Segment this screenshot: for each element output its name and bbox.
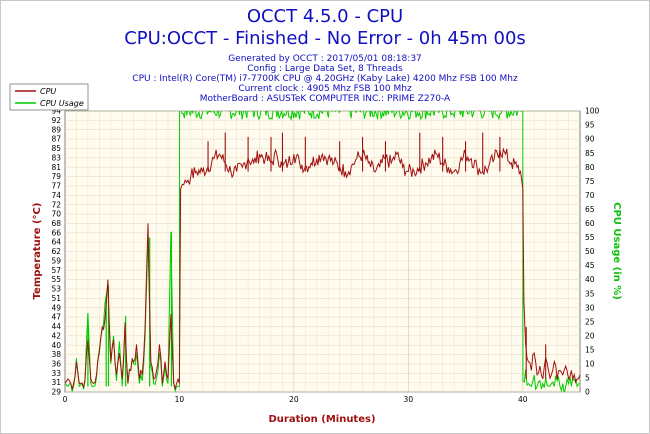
y2-tick-label: 65: [585, 205, 595, 214]
y2-tick-label: 55: [585, 233, 595, 242]
x-axis-label: Duration (Minutes): [268, 414, 375, 425]
y2-tick-label: 60: [585, 219, 595, 228]
series-cpu: [65, 132, 580, 391]
y-axis-label: Temperature (°C): [32, 203, 43, 300]
legend-label-cpu: CPU: [40, 87, 56, 96]
legend: CPU CPU Usage: [9, 83, 89, 111]
y-tick-label: 57: [51, 266, 61, 275]
y-tick-label: 66: [51, 228, 61, 237]
info-lines: Generated by OCCT : 2017/05/01 08:18:37 …: [132, 54, 518, 104]
y-tick-label: 38: [51, 350, 61, 359]
y-tick-label: 72: [51, 200, 61, 209]
y2-tick-label: 95: [585, 121, 595, 130]
y-tick-label: 55: [51, 275, 61, 284]
series-cpu-usage-line: [65, 111, 580, 392]
y-tick-label: 40: [51, 341, 61, 350]
x-axis-ticks: 0 10 20 30 40: [63, 395, 528, 404]
y2-tick-label: 40: [585, 275, 595, 284]
y2-tick-label: 15: [585, 345, 595, 354]
y-tick-label: 59: [51, 256, 61, 265]
y2-tick-label: 70: [585, 191, 595, 200]
grid: [65, 110, 580, 393]
chart-subtitle: CPU:OCCT - Finished - No Error - 0h 45m …: [124, 28, 526, 49]
y2-tick-label: 85: [585, 149, 595, 158]
y-tick-label: 89: [51, 125, 61, 134]
y2-tick-label: 35: [585, 289, 595, 298]
y-tick-label: 79: [51, 172, 61, 181]
x-tick-label: 20: [289, 395, 299, 404]
y-tick-label: 87: [51, 135, 61, 144]
y2-tick-label: 10: [585, 360, 595, 369]
info-line-config: Config : Large Data Set, 8 Threads: [247, 64, 403, 74]
info-line-motherboard: MotherBoard : ASUSTeK COMPUTER INC.: PRI…: [200, 94, 451, 104]
y-tick-label: 51: [51, 294, 61, 303]
y-tick-label: 33: [51, 369, 61, 378]
y-tick-label: 74: [51, 191, 61, 200]
y-tick-label: 42: [51, 331, 61, 340]
y2-tick-label: 5: [585, 374, 590, 383]
y-tick-label: 77: [51, 182, 61, 191]
y2-tick-label: 45: [585, 261, 595, 270]
y2-axis-label: CPU Usage (in %): [611, 202, 622, 300]
info-line-cpu: CPU : Intel(R) Core(TM) i7-7700K CPU @ 4…: [132, 74, 518, 84]
legend-label-cpu-usage: CPU Usage: [40, 99, 84, 108]
y-tick-label: 70: [51, 210, 61, 219]
y-tick-label: 68: [51, 219, 61, 228]
y-tick-label: 47: [51, 313, 61, 322]
y2-tick-label: 80: [585, 163, 595, 172]
y-tick-label: 81: [51, 163, 61, 172]
y2-tick-label: 25: [585, 317, 595, 326]
y-tick-label: 36: [51, 360, 61, 369]
y-tick-label: 44: [51, 322, 61, 331]
y2-tick-label: 50: [585, 247, 595, 256]
y2-tick-label: 20: [585, 331, 595, 340]
y-tick-label: 64: [51, 238, 61, 247]
y2-tick-label: 0: [585, 388, 590, 397]
y2-tick-label: 90: [585, 135, 595, 144]
y2-tick-label: 75: [585, 177, 595, 186]
y-tick-label: 85: [51, 144, 61, 153]
series-cpu-line: [65, 147, 580, 391]
y-tick-label: 53: [51, 285, 61, 294]
info-line-generated: Generated by OCCT : 2017/05/01 08:18:37: [228, 54, 422, 64]
chart-title: OCCT 4.5.0 - CPU: [247, 6, 403, 27]
y-tick-label: 31: [51, 378, 61, 387]
info-line-clock: Current clock : 4905 Mhz FSB 100 Mhz: [238, 84, 412, 94]
y-tick-label: 29: [51, 388, 61, 397]
y-tick-label: 62: [51, 247, 61, 256]
y-tick-label: 49: [51, 303, 61, 312]
legend-box: [9, 83, 89, 111]
x-tick-label: 0: [63, 395, 68, 404]
y-axis-ticks: 2931333638404244474951535557596264666870…: [51, 107, 61, 397]
x-tick-label: 30: [404, 395, 414, 404]
y-tick-label: 83: [51, 153, 61, 162]
y2-tick-label: 100: [585, 107, 600, 116]
y-tick-label: 92: [51, 116, 61, 125]
y-tick-label: 94: [51, 107, 61, 116]
y2-axis-ticks: 0 5 10 15 20 25 30 35 40 45 50 55 60 65 70 75 80 85 90 95 10…: [585, 107, 600, 397]
y2-tick-label: 30: [585, 303, 595, 312]
x-tick-label: 40: [518, 395, 528, 404]
x-tick-label: 10: [175, 395, 185, 404]
